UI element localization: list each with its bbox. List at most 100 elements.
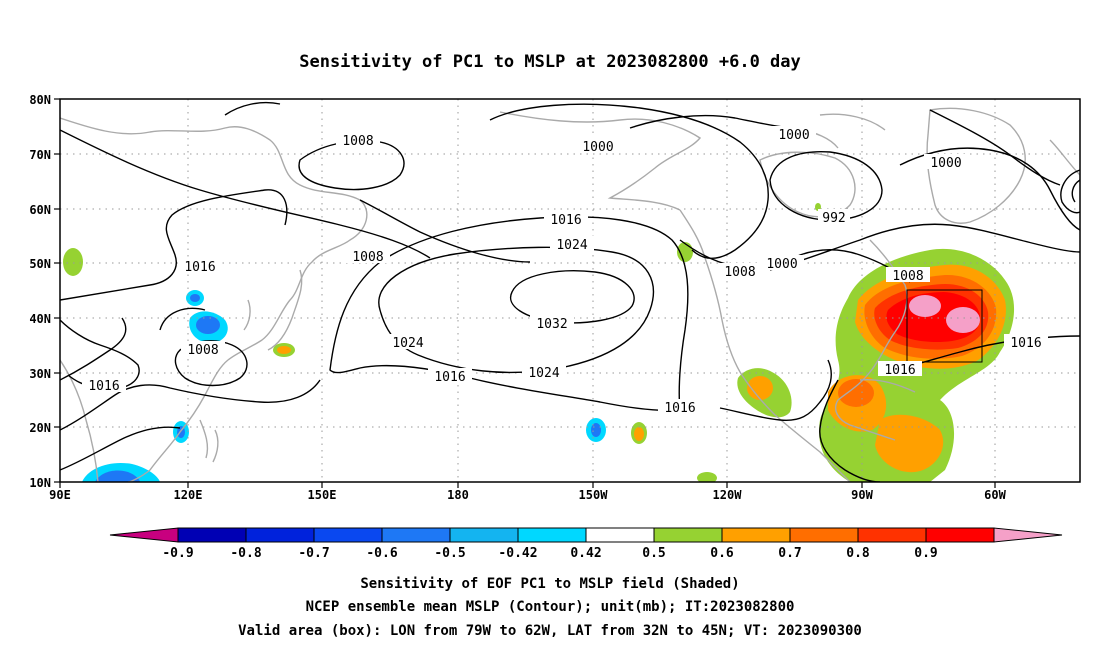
contour-label: 1000: [582, 140, 613, 155]
colorbar-swatch: [721, 527, 791, 543]
lat-label: 30N: [29, 367, 51, 381]
lon-label: 90W: [851, 488, 873, 502]
lon-label: 60W: [984, 488, 1006, 502]
positive-spot-hawaii-core: [634, 427, 644, 441]
lat-label: 20N: [29, 421, 51, 435]
colorbar-swatch: [789, 527, 859, 543]
contour-label: 1016: [1010, 336, 1041, 351]
positive-sensitivity-region-caribbean: [875, 414, 944, 473]
lon-label: 120E: [174, 488, 203, 502]
coastline-europe-edge: [1049, 139, 1080, 176]
positive-region-baja-core: [747, 376, 773, 400]
contour-1016-b: [60, 189, 288, 301]
contour-subtropical-west: [60, 426, 181, 471]
caption-line-2: NCEP ensemble mean MSLP (Contour); unit(…: [306, 599, 795, 615]
coastline-philippines: [199, 419, 219, 463]
positive-spot-japan-core: [277, 346, 291, 354]
contour-label: 1024: [528, 366, 559, 381]
coastline-cuba: [859, 378, 916, 393]
contour-label: 1008: [892, 269, 923, 284]
negative-region-china-core: [196, 316, 220, 334]
contour-1000-a: [489, 103, 769, 259]
colorbar-tick-label: -0.42: [498, 546, 537, 561]
lon-label: 150E: [308, 488, 337, 502]
coastline-asia: [60, 117, 368, 482]
contour-label: 1016: [550, 213, 581, 228]
lat-label: 50N: [29, 257, 51, 271]
lon-label: 150W: [579, 488, 609, 502]
contour-label: 1008: [187, 343, 218, 358]
contour-1016-e: [719, 359, 832, 422]
contour-992-closed: [769, 151, 883, 221]
colorbar-tick-label: 0.9: [914, 546, 937, 561]
colorbar-tick-label: -0.9: [162, 546, 193, 561]
coastline-japan: [267, 269, 303, 351]
negative-region-bay-of-bengal-core: [95, 470, 140, 482]
colorbar-tick-label: 0.7: [778, 546, 801, 561]
contour-label-layer: 1008 1000 1000 1000 992 1016 1024 1008 1…: [82, 126, 1048, 416]
contour-label: 1000: [930, 156, 961, 171]
lat-label: 70N: [29, 148, 51, 162]
colorbar-swatch: [857, 527, 927, 543]
contour-label: 1016: [434, 370, 465, 385]
axis-ticks: [54, 98, 996, 488]
map-content: 1008 1000 1000 1000 992 1016 1024 1008 1…: [60, 99, 1080, 482]
contour-label: 1016: [884, 363, 915, 378]
contour-1016-d: [60, 379, 321, 431]
lat-label: 10N: [29, 476, 51, 490]
positive-max-2: [946, 307, 980, 333]
valid-area-rectangle: [906, 289, 983, 363]
positive-region-gulf-core: [838, 379, 874, 407]
colorbar-swatch: [245, 527, 315, 543]
caption-line-3: Valid area (box): LON from 79W to 62W, L…: [238, 623, 862, 639]
contour-label: 1000: [778, 128, 809, 143]
contour-label: 992: [822, 211, 845, 226]
colorbar-tick-label: -0.8: [230, 546, 261, 561]
contour-1016-h: [359, 199, 531, 263]
lon-label: 180: [447, 488, 469, 502]
colorbar-swatch: [653, 527, 723, 543]
colorbar-tick-label: 0.5: [642, 546, 665, 561]
coastline-east-north-america: [834, 239, 908, 441]
colorbar-tick-label: -0.7: [298, 546, 329, 561]
contour-1016-g: [819, 379, 881, 482]
valid-area-box: [906, 289, 983, 363]
negative-spot-north-china-core: [190, 294, 200, 302]
colorbar-tick-label: 0.8: [846, 546, 870, 561]
colorbar-swatch: [381, 527, 451, 543]
colorbar: -0.9 -0.8 -0.7 -0.6 -0.5 -0.42 0.42 0.5 0.6 0.7 0.…: [109, 527, 1063, 561]
colorbar-tick-label: -0.5: [434, 546, 465, 561]
colorbar-swatch: [925, 527, 995, 543]
contour-1024-closed: [378, 246, 655, 374]
colorbar-tick-label: 0.6: [710, 546, 734, 561]
positive-spot-india: [63, 248, 83, 276]
contour-label: 1008: [342, 134, 373, 149]
lon-label: 90E: [49, 488, 71, 502]
contour-label: 1016: [88, 379, 119, 394]
contour-1000-d: [769, 223, 1080, 271]
contour-label: 1016: [664, 401, 695, 416]
contour-iceland-low: [1060, 169, 1080, 214]
contour-1008-e: [224, 101, 281, 116]
lat-label: 40N: [29, 312, 51, 326]
positive-spot-pacific-east: [697, 472, 717, 482]
colorbar-tick-label: 0.42: [570, 546, 601, 561]
contour-label: 1016: [184, 260, 215, 275]
coastline-india: [60, 359, 99, 482]
contour-label: 1000: [766, 257, 797, 272]
latitude-labels: 80N 70N 60N 50N 40N 30N 20N 10N: [29, 93, 51, 490]
contour-label: 1032: [536, 317, 567, 332]
colorbar-arrow-high: [993, 527, 1063, 543]
lat-lon-grid: [60, 99, 1080, 482]
contour-arctic: [929, 109, 1061, 186]
contour-label: 1008: [352, 250, 383, 265]
lat-label: 60N: [29, 203, 51, 217]
contour-label: 1024: [392, 336, 423, 351]
longitude-labels: 90E 120E 150E 180 150W 120W 90W 60W: [49, 488, 1006, 502]
coastline-greenland: [926, 107, 1026, 224]
contour-1000-c: [899, 147, 1080, 231]
coastline-alaska: [499, 111, 702, 211]
positive-max-1: [909, 295, 941, 317]
lat-label: 80N: [29, 93, 51, 107]
